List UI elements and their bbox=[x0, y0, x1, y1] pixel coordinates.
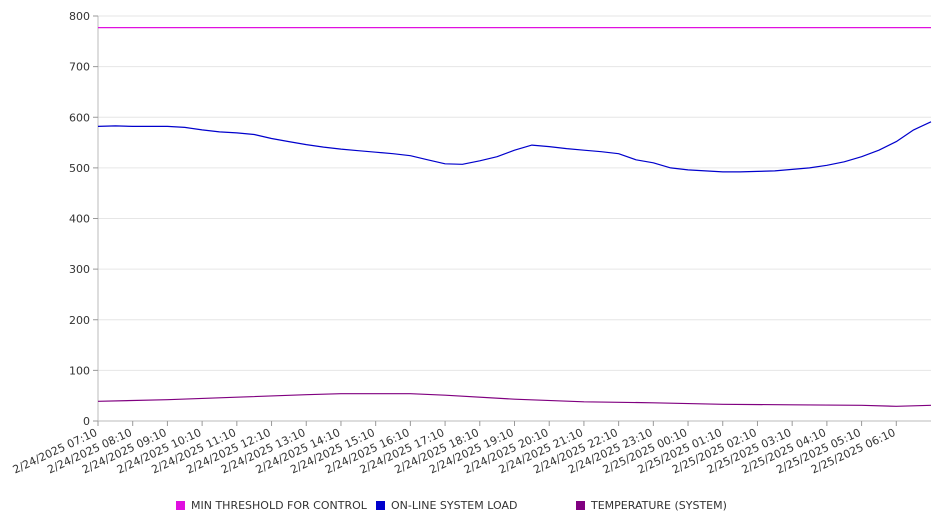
legend-label-system-load: ON-LINE SYSTEM LOAD bbox=[391, 498, 518, 512]
series-line-system-load bbox=[97, 121, 932, 173]
legend-item-min-threshold[interactable]: MIN THRESHOLD FOR CONTROL bbox=[176, 496, 367, 514]
y-tick-label-500: 500 bbox=[69, 162, 90, 175]
y-tick-label-100: 100 bbox=[69, 364, 90, 377]
y-tick-label-700: 700 bbox=[69, 61, 90, 74]
series-line-temperature bbox=[97, 393, 932, 407]
legend-swatch-temperature bbox=[576, 500, 585, 510]
y-tick-label-0: 0 bbox=[83, 415, 90, 428]
x-axis-ticks: 2/24/2025 07:102/24/2025 08:102/24/2025 … bbox=[11, 421, 898, 476]
legend-item-temperature[interactable]: TEMPERATURE (SYSTEM) bbox=[576, 496, 727, 514]
y-tick-label-600: 600 bbox=[69, 111, 90, 124]
series-lines bbox=[97, 27, 932, 407]
legend-item-system-load[interactable]: ON-LINE SYSTEM LOAD bbox=[376, 496, 517, 514]
legend-swatch-min-threshold bbox=[176, 500, 185, 510]
legend: MIN THRESHOLD FOR CONTROL ON-LINE SYSTEM… bbox=[0, 496, 946, 516]
y-tick-label-800: 800 bbox=[69, 10, 90, 23]
y-tick-label-200: 200 bbox=[69, 314, 90, 327]
legend-label-temperature: TEMPERATURE (SYSTEM) bbox=[591, 498, 727, 512]
gridlines bbox=[98, 15, 931, 371]
legend-swatch-system-load bbox=[376, 500, 385, 510]
y-tick-label-300: 300 bbox=[69, 263, 90, 276]
legend-label-min-threshold: MIN THRESHOLD FOR CONTROL bbox=[191, 498, 367, 512]
y-axis-ticks: 0 100 200 300 400 500 600 700 800 bbox=[69, 10, 98, 428]
y-tick-label-400: 400 bbox=[69, 213, 90, 226]
line-chart: 0 100 200 300 400 500 600 700 800 2/24/2025 07:1… bbox=[11, 10, 932, 476]
